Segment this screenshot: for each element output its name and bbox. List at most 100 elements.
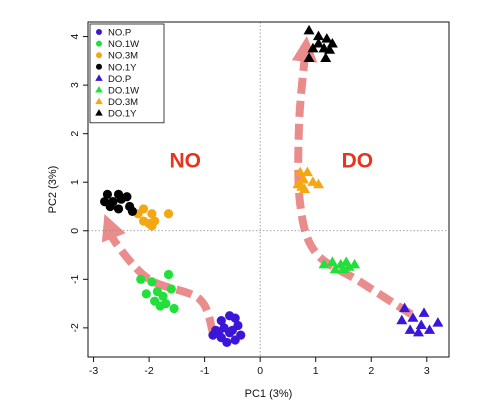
data-point-triangle	[343, 261, 355, 271]
data-point-circle	[102, 189, 113, 199]
data-point-circle	[225, 328, 235, 338]
data-point-triangle	[396, 314, 408, 325]
data-point-circle	[166, 284, 176, 294]
x-axis-label: PC1 (3%)	[245, 388, 293, 400]
y-tick-label: 1	[69, 179, 81, 185]
data-point-circle	[213, 328, 224, 338]
data-point-triangle	[294, 166, 306, 177]
data-point-circle	[222, 337, 232, 348]
x-tick-label: 0	[257, 365, 263, 377]
y-tick-label: -1	[69, 274, 81, 283]
x-tick-label: -2	[144, 365, 153, 377]
axes: -3 -2 -1 0 1 2 3 -2 -1 0 1 2 3 4	[69, 33, 430, 377]
y-axis-label: PC2 (3%)	[47, 166, 59, 214]
data-point-circle	[233, 320, 243, 331]
legend-marker-triangle	[95, 74, 103, 81]
y-tick-label: 4	[69, 33, 81, 39]
legend-marker-circle	[96, 63, 102, 70]
data-point-circle	[147, 209, 157, 219]
series-no-p	[208, 311, 246, 348]
data-point-triangle	[418, 307, 430, 317]
series-no-1y	[100, 189, 138, 216]
data-point-triangle	[307, 176, 319, 186]
data-point-circle	[163, 209, 174, 219]
x-tick-label: 3	[424, 365, 430, 377]
x-tick-label: -3	[89, 365, 98, 377]
y-tick-label: 2	[69, 131, 81, 137]
data-point-circle	[147, 277, 157, 287]
data-point-triangle	[297, 173, 309, 184]
legend-label: DO.1Y	[108, 109, 137, 120]
data-point-circle	[169, 303, 179, 314]
legend-marker-triangle	[95, 109, 103, 116]
data-point-triangle	[321, 33, 333, 43]
series-do-p	[396, 302, 444, 337]
reference-lines	[88, 22, 449, 357]
legend-marker-circle	[96, 29, 102, 35]
data-point-triangle	[415, 319, 427, 330]
data-point-triangle	[307, 42, 319, 53]
legend-box	[89, 23, 165, 124]
trajectory-layer	[101, 35, 414, 335]
data-point-triangle	[301, 166, 313, 177]
data-point-circle	[158, 291, 168, 301]
data-point-triangle	[324, 44, 336, 54]
data-point-triangle	[424, 324, 436, 334]
data-point-triangle	[407, 312, 419, 322]
legend-label: DO.P	[108, 74, 131, 85]
y-tick-label: 0	[69, 228, 81, 234]
legend-marker-circle	[96, 40, 102, 47]
legend-label: NO.1Y	[108, 62, 137, 73]
data-point-triangle	[320, 52, 332, 63]
legend-label: DO.3M	[108, 97, 138, 108]
plot-frame	[87, 21, 450, 358]
legend-marker-triangle	[95, 85, 103, 93]
data-point-circle	[155, 301, 165, 311]
data-point-circle	[127, 206, 138, 216]
legend-label: NO.3M	[108, 51, 138, 62]
legend-marker-triangle	[95, 97, 103, 105]
legend-label: DO.1W	[108, 86, 139, 97]
data-point-circle	[163, 269, 174, 280]
data-point-circle	[113, 204, 124, 214]
data-point-circle	[116, 194, 126, 204]
data-point-circle	[230, 313, 240, 323]
data-point-triangle	[412, 326, 424, 337]
data-point-triangle	[312, 37, 324, 48]
group-labels: NO DO	[169, 150, 373, 173]
data-point-circle	[136, 274, 146, 284]
series-do-1w	[318, 256, 361, 274]
series-do-1y	[303, 24, 338, 63]
data-point-triangle	[326, 256, 338, 266]
x-tick-label: 1	[313, 365, 319, 377]
data-point-circle	[216, 315, 226, 326]
series-do-3m	[292, 166, 324, 194]
data-point-triangle	[349, 258, 361, 269]
data-point-triangle	[312, 30, 324, 41]
data-point-triangle	[303, 24, 315, 35]
series-no-1w	[136, 269, 179, 314]
legend-label: NO.P	[108, 28, 131, 39]
data-point-circle	[147, 221, 157, 231]
legend-marker-circle	[96, 52, 102, 59]
data-point-triangle	[399, 302, 411, 313]
x-tick-label: 2	[368, 365, 374, 377]
data-point-triangle	[337, 263, 349, 274]
data-point-circle	[141, 289, 151, 299]
data-point-circle	[105, 201, 115, 212]
data-points	[100, 24, 444, 348]
data-point-triangle	[432, 317, 444, 327]
data-point-triangle	[404, 324, 416, 334]
data-point-triangle	[299, 183, 311, 194]
group-label-do: DO	[342, 150, 374, 173]
data-point-triangle	[329, 263, 341, 274]
data-point-circle	[236, 330, 246, 340]
y-tick-label: 3	[69, 82, 81, 88]
trajectory-arrow-2	[291, 35, 414, 318]
data-point-triangle	[318, 258, 330, 269]
x-tick-label: -1	[200, 365, 209, 377]
legend-label: NO.1W	[108, 39, 139, 50]
data-point-triangle	[303, 52, 315, 63]
